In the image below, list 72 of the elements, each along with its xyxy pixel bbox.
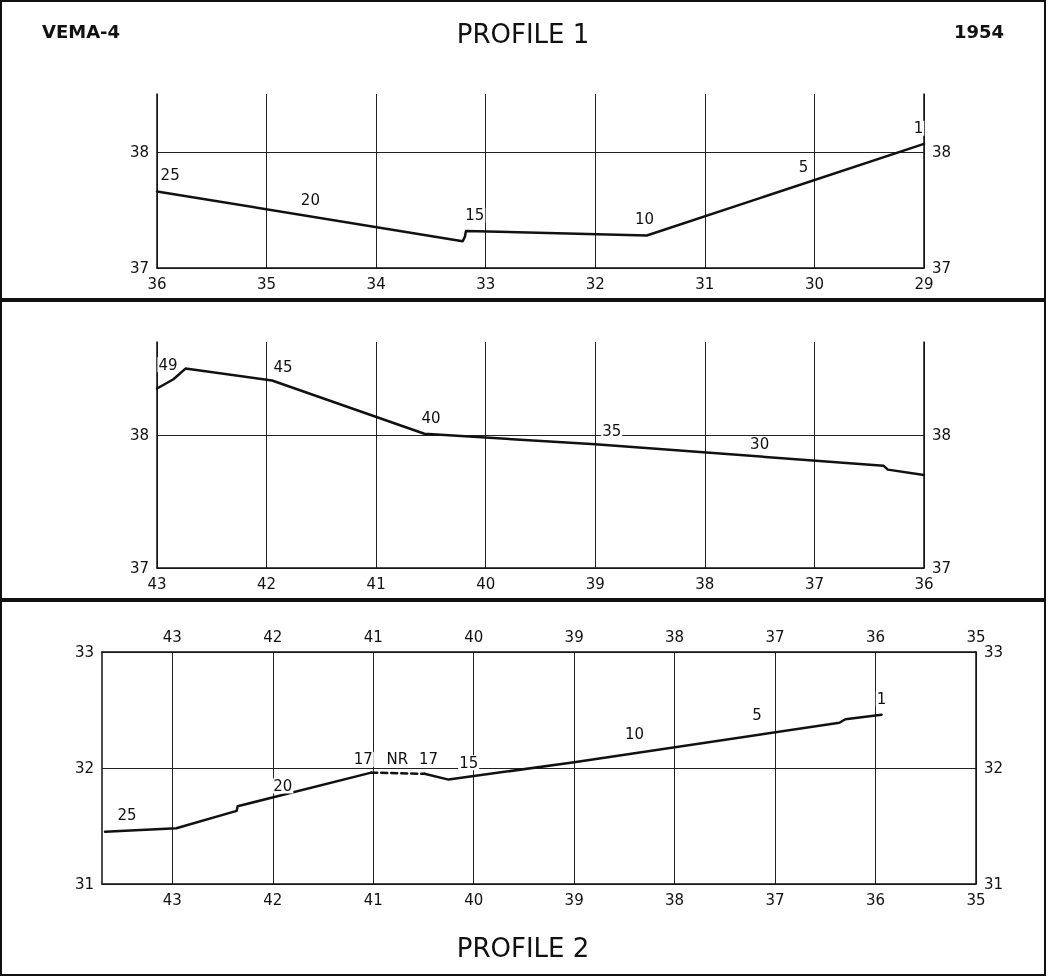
annotation: 1	[876, 689, 887, 708]
annotation: 25	[160, 165, 180, 184]
x-tick-label: 36	[865, 890, 886, 909]
x-tick-label: 32	[585, 274, 605, 293]
x2-tick-label: 39	[564, 627, 584, 646]
y-tick-label: 33	[74, 643, 94, 661]
annotation: 40	[421, 408, 441, 427]
x-tick-label: 42	[257, 574, 277, 593]
x-tick-label: 39	[564, 890, 584, 909]
text: PROFILE 2	[456, 933, 590, 963]
annotation: NR	[386, 749, 409, 768]
annotation: 49	[158, 355, 178, 374]
x-tick-label: 30	[804, 274, 824, 293]
x-tick-label: 29	[914, 274, 934, 293]
text: VEMA-4	[42, 20, 121, 42]
annotation: 25	[117, 805, 137, 824]
x-tick-label: 40	[476, 574, 496, 593]
y2-tick-label: 38	[932, 426, 952, 445]
x-tick-label: 36	[147, 274, 167, 293]
annotation: 5	[752, 706, 762, 725]
annotation: 35	[602, 422, 622, 441]
x-tick-label: 38	[695, 574, 715, 593]
annotation: 17	[353, 750, 373, 769]
y2-tick-label: 31	[984, 875, 1004, 893]
x2-tick-label: 41	[363, 627, 383, 646]
y-tick-label: 37	[129, 259, 149, 277]
x2-tick-label: 42	[263, 627, 283, 646]
x-tick-label: 31	[695, 274, 715, 293]
y2-tick-label: 37	[932, 259, 952, 277]
annotation: 20	[300, 191, 320, 210]
x-tick-label: 34	[366, 274, 386, 293]
y2-tick-label: 38	[932, 143, 952, 161]
y-tick-label: 37	[129, 559, 149, 577]
annotation: 20	[273, 776, 293, 795]
chart-title: PROFILE 1	[456, 19, 590, 49]
y-tick-label: 38	[129, 143, 149, 161]
annotation: 10	[624, 724, 644, 743]
x2-tick-label: 37	[765, 627, 785, 646]
annotation: 5	[798, 157, 809, 176]
x-tick-label: 43	[162, 890, 182, 909]
x-tick-label: 41	[366, 574, 386, 593]
x2-tick-label: 38	[665, 627, 685, 646]
x-tick-label: 39	[585, 574, 605, 593]
x-tick-label: 42	[263, 890, 283, 909]
x-tick-label: 35	[257, 274, 277, 293]
x-tick-label: 38	[665, 890, 685, 909]
x-tick-label: 36	[914, 574, 934, 593]
y-tick-label: 32	[74, 759, 94, 777]
x-tick-label: 40	[464, 890, 484, 909]
x-tick-label: 37	[804, 574, 824, 593]
text: 1954	[953, 20, 1005, 42]
x2-tick-label: 36	[865, 627, 886, 646]
y2-tick-label: 37	[932, 559, 952, 577]
annotation: 15	[459, 753, 479, 772]
x-tick-label: 35	[966, 890, 986, 909]
y-tick-label: 31	[74, 875, 94, 893]
x2-tick-label: 40	[464, 627, 484, 646]
y2-tick-label: 33	[984, 643, 1004, 661]
annotation: 10	[635, 209, 655, 228]
y-tick-label: 38	[129, 426, 149, 445]
x-tick-label: 43	[147, 574, 167, 593]
x-tick-label: 33	[476, 274, 496, 293]
x2-tick-label: 35	[966, 627, 986, 646]
y2-tick-label: 32	[984, 759, 1004, 777]
x-tick-label: 37	[765, 890, 785, 909]
annotation: 15	[465, 206, 485, 225]
annotation: 17	[418, 750, 439, 769]
annotation: 1	[913, 119, 924, 138]
annotation: 30	[750, 435, 770, 454]
annotation: 45	[273, 358, 293, 377]
x2-tick-label: 43	[162, 627, 182, 646]
x-tick-label: 41	[363, 890, 383, 909]
